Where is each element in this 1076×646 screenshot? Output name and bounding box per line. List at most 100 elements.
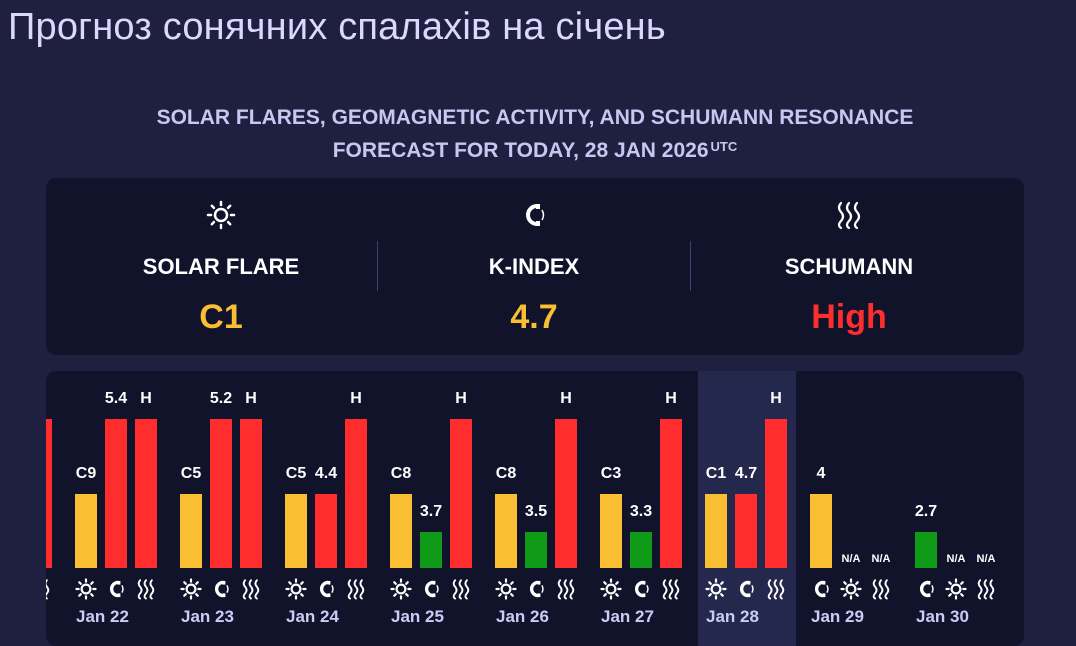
magnet-icon (915, 578, 937, 600)
waves-icon (46, 578, 52, 600)
magnet-icon (630, 578, 652, 600)
solar-bar (75, 494, 97, 568)
schumann-bar (660, 419, 682, 568)
solar-bar (705, 494, 727, 568)
sun-icon (495, 578, 517, 600)
solar-value-label: C3 (600, 465, 622, 482)
magnet-icon (315, 578, 337, 600)
date-label: Jan 23 (181, 607, 234, 626)
kindex-bar (525, 532, 547, 568)
solar-value-label: C5 (285, 465, 307, 482)
date-label: Jan 25 (391, 607, 444, 626)
forecast-subtitle: SOLAR FLARES, GEOMAGNETIC ACTIVITY, AND … (0, 103, 1070, 165)
page-title: Прогноз сонячних спалахів на січень (8, 6, 666, 48)
kindex-value-label: 2.7 (914, 503, 938, 520)
date-label: Jan 30 (916, 607, 969, 626)
schumann-value-label: H (770, 390, 782, 407)
sun-icon (840, 578, 862, 600)
kindex-value-label: 5.2 (209, 390, 233, 407)
schumann-summary: SCHUMANN High (691, 178, 1007, 355)
kindex-bar (210, 419, 232, 568)
magnet-icon (105, 578, 127, 600)
sun-icon (66, 200, 376, 230)
date-label: Jan 24 (286, 607, 339, 626)
schumann-bar (46, 419, 52, 568)
magnet-icon (735, 578, 757, 600)
solar-value-label: C9 (75, 465, 97, 482)
waves-icon (135, 578, 157, 600)
kindex-bar (315, 494, 337, 568)
schumann-value: High (811, 298, 887, 336)
kindex-bar (630, 532, 652, 568)
schumann-value-label: H (455, 390, 467, 407)
date-label: Jan 22 (76, 607, 129, 626)
sun-icon (705, 578, 727, 600)
k-index-summary: K-INDEX 4.7 (378, 178, 690, 355)
divider (377, 241, 378, 291)
kindex-value-label: 3.7 (419, 503, 443, 520)
solar-value-label: C5 (180, 465, 202, 482)
schumann-value-label: H (140, 390, 152, 407)
sun-icon (75, 578, 97, 600)
solar-flare-label: SOLAR FLARE (142, 254, 300, 279)
waves-icon (870, 578, 892, 600)
waves-icon (555, 578, 577, 600)
date-label: Jan 29 (811, 607, 864, 626)
magnet-icon (525, 578, 547, 600)
kindex-value-label: 5.4 (104, 390, 128, 407)
timezone-label: UTC (710, 139, 738, 154)
waves-icon (450, 578, 472, 600)
solar-value-label: C8 (390, 465, 412, 482)
solar-bar (390, 494, 412, 568)
na-label: N/A (946, 553, 966, 565)
sun-icon (945, 578, 967, 600)
solar-flare-summary: SOLAR FLARE C1 (66, 178, 376, 355)
magnet-icon (378, 200, 690, 230)
today-summary-panel: SOLAR FLARE C1 K-INDEX 4.7 SCHUMANN (46, 178, 1024, 355)
date-label: Jan 26 (496, 607, 549, 626)
schumann-bar (450, 419, 472, 568)
solar-flare-value: C1 (199, 298, 243, 336)
k-index-label: K-INDEX (488, 254, 580, 279)
schumann-label: SCHUMANN (784, 254, 914, 279)
schumann-value-label: H (665, 390, 677, 407)
solar-bar (495, 494, 517, 568)
na-label: N/A (871, 553, 891, 565)
solar-value-label: C1 (705, 465, 727, 482)
na-label: N/A (841, 553, 861, 565)
k-index-value: 4.7 (510, 298, 558, 336)
kindex-bar (915, 532, 937, 568)
waves-icon (345, 578, 367, 600)
date-label: Jan 27 (601, 607, 654, 626)
waves-icon (240, 578, 262, 600)
sun-icon (180, 578, 202, 600)
subtitle-date-text: FORECAST FOR TODAY, 28 JAN 2026 (332, 139, 709, 162)
solar-bar (180, 494, 202, 568)
kindex-value-label: 3.5 (524, 503, 548, 520)
kindex-value-label: 4.4 (314, 465, 338, 482)
sun-icon (285, 578, 307, 600)
schumann-bar (555, 419, 577, 568)
solar-bar (600, 494, 622, 568)
kindex-value-label: 4 (816, 465, 826, 482)
schumann-bar (345, 419, 367, 568)
waves-icon (765, 578, 787, 600)
kindex-value-label: 4.7 (734, 465, 758, 482)
kindex-value-label: 3.3 (629, 503, 653, 520)
schumann-value-label: H (46, 390, 61, 408)
kindex-bar (420, 532, 442, 568)
sun-icon (600, 578, 622, 600)
magnet-icon (420, 578, 442, 600)
date-label: Jan 28 (706, 607, 759, 626)
kindex-bar (735, 494, 757, 568)
waves-icon (691, 200, 1007, 230)
magnet-icon (810, 578, 832, 600)
waves-icon (975, 578, 997, 600)
schumann-bar (765, 419, 787, 568)
solar-value-label: C8 (495, 465, 517, 482)
waves-icon (660, 578, 682, 600)
na-label: N/A (976, 553, 996, 565)
subtitle-line-1: SOLAR FLARES, GEOMAGNETIC ACTIVITY, AND … (156, 106, 914, 129)
schumann-bar (135, 419, 157, 568)
subtitle-line-2: FORECAST FOR TODAY, 28 JAN 2026 UTC (0, 132, 1070, 165)
